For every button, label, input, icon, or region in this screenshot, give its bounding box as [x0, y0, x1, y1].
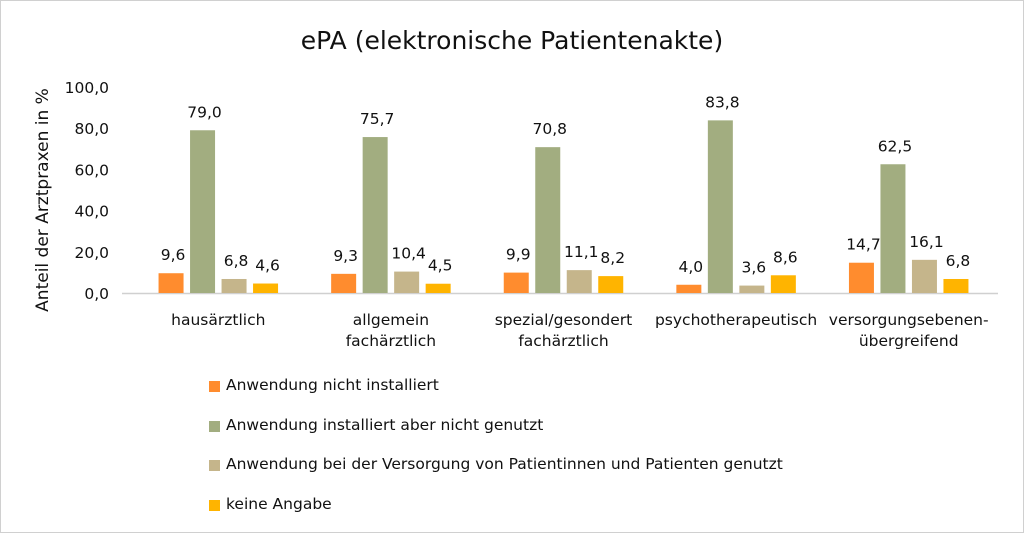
legend-item: keine Angabe: [209, 495, 783, 534]
data-label: 3,6: [742, 259, 767, 277]
x-tick-label: psychotherapeutisch: [655, 311, 817, 329]
x-tick-label: hausärztlich: [171, 311, 265, 329]
data-label: 4,6: [255, 257, 280, 275]
x-tick-label: versorgungsebenen-: [829, 311, 989, 329]
legend-label: Anwendung bei der Versorgung von Patient…: [226, 455, 783, 473]
y-tick-label: 60,0: [74, 161, 109, 179]
bar: [943, 279, 968, 293]
bar: [708, 120, 733, 293]
bar: [849, 263, 874, 293]
bar: [190, 130, 215, 293]
chart-title: ePA (elektronische Patientenakte): [301, 26, 723, 55]
x-tick-label: fachärztlich: [346, 332, 436, 350]
data-label: 9,6: [161, 246, 186, 264]
y-tick-label: 40,0: [74, 203, 109, 221]
bar: [159, 273, 184, 293]
bar: [739, 286, 764, 293]
legend-label: Anwendung nicht installiert: [226, 376, 439, 394]
data-label: 79,0: [187, 103, 222, 121]
bar: [504, 273, 529, 293]
data-label: 75,7: [360, 110, 395, 128]
data-label: 83,8: [705, 93, 740, 111]
data-label: 8,2: [600, 249, 625, 267]
data-label: 9,3: [333, 247, 358, 265]
legend-swatch: [209, 500, 220, 511]
legend-item: Anwendung installiert aber nicht genutzt: [209, 416, 783, 456]
data-label: 8,6: [773, 248, 798, 266]
legend-swatch: [209, 421, 220, 432]
data-label: 70,8: [532, 120, 567, 138]
bar: [567, 270, 592, 293]
x-tick-label: allgemein: [353, 311, 429, 329]
bar: [912, 260, 937, 293]
bar: [253, 284, 278, 293]
data-label: 11,1: [564, 243, 599, 261]
bar: [426, 284, 451, 293]
bar: [331, 274, 356, 293]
data-label: 6,8: [946, 252, 971, 270]
data-label: 9,9: [506, 246, 531, 264]
x-tick-label: übergreifend: [859, 332, 959, 350]
data-label: 10,4: [391, 245, 426, 263]
y-tick-label: 20,0: [74, 244, 109, 262]
legend-swatch: [209, 381, 220, 392]
legend-item: Anwendung nicht installiert: [209, 376, 783, 416]
y-tick-label: 80,0: [74, 120, 109, 138]
y-tick-label: 100,0: [65, 79, 109, 97]
bar: [394, 272, 419, 293]
data-label: 14,7: [846, 236, 881, 254]
bar: [598, 276, 623, 293]
legend-swatch: [209, 460, 220, 471]
x-tick-label: spezial/gesondert: [495, 311, 633, 329]
legend: Anwendung nicht installiert Anwendung ins…: [209, 376, 783, 534]
bar: [535, 147, 560, 293]
data-label: 16,1: [909, 233, 944, 251]
x-tick-label: fachärztlich: [518, 332, 608, 350]
bar: [771, 275, 796, 293]
legend-item: Anwendung bei der Versorgung von Patient…: [209, 455, 783, 495]
bar: [676, 285, 701, 293]
data-label: 4,0: [679, 258, 704, 276]
bar: [222, 279, 247, 293]
bar: [880, 164, 905, 293]
data-label: 4,5: [428, 257, 453, 275]
y-axis-title: Anteil der Arztpraxen in %: [33, 88, 53, 312]
legend-label: keine Angabe: [226, 495, 332, 513]
y-tick-label: 0,0: [84, 285, 109, 303]
data-label: 6,8: [224, 252, 249, 270]
legend-label: Anwendung installiert aber nicht genutzt: [226, 416, 543, 434]
bar: [363, 137, 388, 293]
data-label: 62,5: [878, 137, 913, 155]
